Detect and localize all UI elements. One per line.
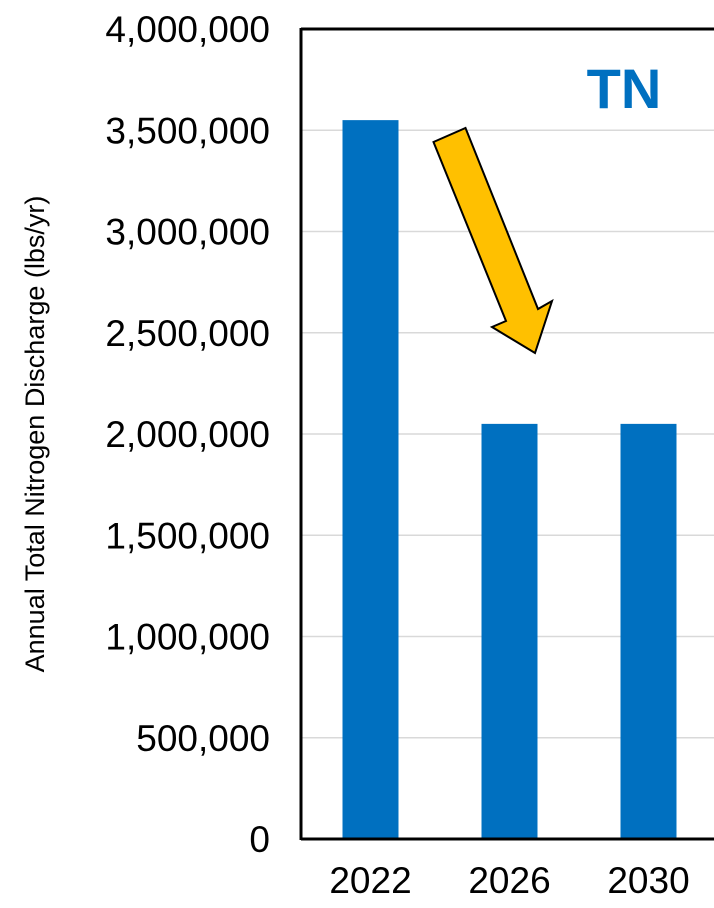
y-tick-label: 2,000,000: [105, 414, 270, 455]
y-tick-labels: 0 500,000 1,000,000 1,500,000 2,000,000 2,500…: [105, 9, 270, 860]
x-tick-label: 2030: [607, 860, 689, 901]
x-tick-labels: 2022 2026 2030: [329, 860, 689, 901]
x-tick-label: 2026: [468, 860, 550, 901]
y-tick-label: 0: [249, 819, 270, 860]
y-tick-label: 1,000,000: [105, 617, 270, 658]
down-arrow-icon: [432, 126, 554, 355]
x-tick-label: 2022: [329, 860, 411, 901]
bar-2026: [481, 423, 538, 839]
bar-2030: [620, 423, 677, 839]
tn-annotation: TN: [587, 57, 662, 120]
y-tick-label: 1,500,000: [105, 515, 270, 556]
bar-2022: [342, 120, 399, 839]
y-tick-label: 3,000,000: [105, 212, 270, 253]
y-tick-label: 3,500,000: [105, 110, 270, 151]
y-axis-label: Annual Total Nitrogen Discharge (lbs/yr): [20, 196, 50, 673]
bars: [342, 120, 677, 839]
y-tick-label: 500,000: [136, 718, 270, 759]
y-tick-label: 4,000,000: [105, 9, 270, 50]
y-tick-label: 2,500,000: [105, 313, 270, 354]
